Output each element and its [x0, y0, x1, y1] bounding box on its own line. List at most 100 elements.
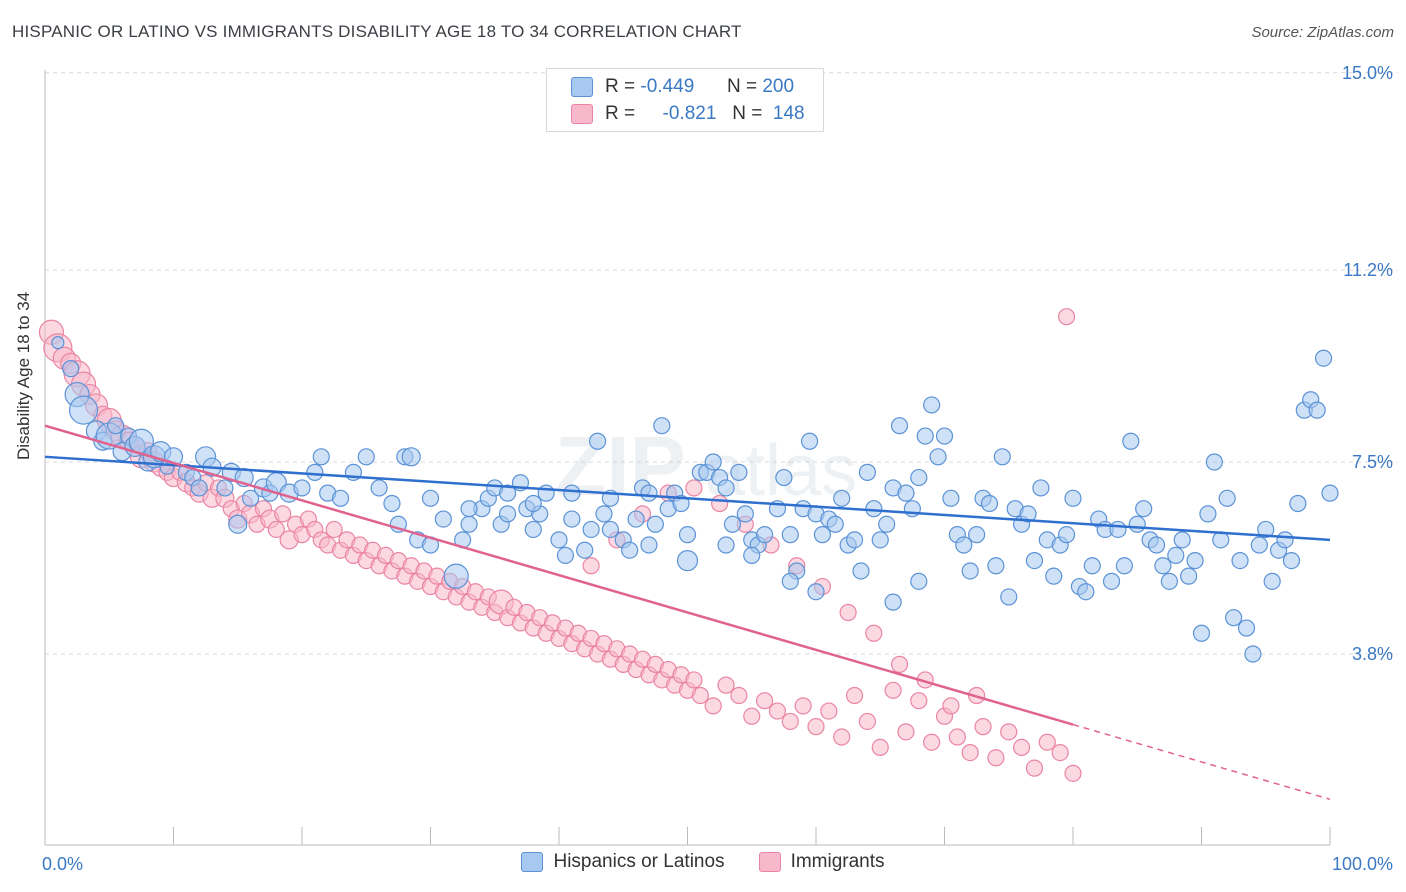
- data-point: [993, 448, 1011, 466]
- data-point: [588, 432, 607, 450]
- data-point: [845, 531, 864, 549]
- data-point: [1115, 557, 1134, 575]
- data-point: [563, 510, 581, 528]
- data-point: [743, 546, 761, 565]
- data-point: [685, 479, 703, 497]
- data-point: [1000, 588, 1018, 606]
- data-point: [833, 728, 851, 746]
- data-point: [974, 718, 992, 736]
- data-point: [935, 427, 954, 445]
- data-point: [524, 494, 542, 513]
- data-point: [1321, 484, 1339, 502]
- data-point: [1199, 505, 1217, 523]
- data-point: [890, 417, 909, 435]
- data-point: [434, 510, 452, 528]
- data-point: [890, 655, 909, 673]
- legend-item-hispanics[interactable]: Hispanics or Latinos: [521, 851, 725, 873]
- data-point: [676, 549, 699, 572]
- data-point: [1180, 567, 1198, 585]
- data-point: [980, 494, 999, 513]
- data-point: [576, 541, 594, 559]
- data-point: [781, 526, 799, 544]
- immigrants-trendline-extension: [1072, 723, 1331, 801]
- data-point: [794, 697, 812, 715]
- chart-title: HISPANIC OR LATINO VS IMMIGRANTS DISABIL…: [12, 22, 742, 41]
- data-point: [242, 489, 260, 507]
- data-point: [730, 463, 748, 481]
- data-point: [499, 484, 517, 502]
- data-point: [1057, 526, 1076, 544]
- axes: [44, 70, 1331, 846]
- data-point: [852, 562, 870, 580]
- source-label: Source: ZipAtlas.com: [1251, 24, 1394, 41]
- data-point: [1064, 489, 1082, 507]
- data-point: [1308, 401, 1326, 419]
- data-point: [800, 432, 819, 450]
- data-point: [499, 505, 517, 523]
- data-point: [1045, 567, 1063, 585]
- data-point: [550, 531, 568, 549]
- data-point: [923, 396, 941, 414]
- data-point: [556, 546, 575, 565]
- data-point: [1109, 520, 1127, 539]
- legend-r-value: -0.821: [662, 103, 717, 124]
- data-point: [228, 514, 248, 534]
- data-point: [582, 557, 600, 575]
- data-point: [68, 395, 99, 425]
- data-point: [781, 572, 799, 590]
- legend-label-hispanics: Hispanics or Latinos: [553, 851, 725, 872]
- data-point: [563, 484, 581, 502]
- y-tick-label: 11.2%: [1343, 260, 1393, 280]
- hispanics-trendline: [44, 455, 1331, 542]
- data-point: [1282, 551, 1301, 570]
- data-point: [595, 505, 613, 523]
- data-point: [1237, 619, 1256, 637]
- data-point: [1154, 557, 1172, 575]
- data-point: [942, 697, 960, 715]
- data-point: [878, 515, 896, 533]
- pink-swatch: [571, 104, 593, 124]
- y-axis-label: Disability Age 18 to 34: [14, 291, 33, 460]
- data-point: [1025, 759, 1044, 777]
- data-point: [865, 500, 883, 518]
- data-point: [813, 526, 832, 544]
- data-point: [582, 520, 600, 539]
- data-point: [820, 702, 838, 720]
- data-point: [267, 520, 285, 539]
- data-point: [1064, 764, 1082, 782]
- tick-labels: 3.8% 7.5% 11.2% 15.0% 0.0% 100.0%: [42, 63, 1393, 874]
- data-point: [807, 583, 825, 601]
- data-point: [736, 505, 754, 523]
- legend-item-immigrants[interactable]: Immigrants: [758, 851, 885, 873]
- legend-n-label: N =: [732, 103, 763, 124]
- legend-r-value: -0.449: [640, 76, 695, 97]
- data-point: [357, 448, 375, 466]
- data-point: [621, 541, 639, 559]
- data-point: [704, 453, 722, 471]
- data-point: [845, 686, 864, 705]
- data-point: [107, 417, 125, 435]
- data-point: [955, 536, 973, 554]
- data-point: [460, 500, 478, 518]
- data-point: [968, 526, 986, 544]
- data-point: [833, 489, 851, 507]
- data-point: [443, 563, 469, 589]
- data-point: [1205, 453, 1223, 471]
- data-point: [910, 692, 928, 710]
- legend-r-label: R =: [605, 103, 636, 124]
- data-point: [717, 536, 735, 554]
- data-point: [987, 749, 1005, 767]
- data-point: [370, 479, 388, 497]
- data-point: [1147, 536, 1166, 554]
- data-point: [897, 723, 915, 741]
- x-tick-label: 0.0%: [42, 854, 83, 874]
- data-point: [678, 526, 697, 544]
- legend-row-hispanics: R = -0.449 N = 200: [571, 74, 794, 100]
- data-point: [743, 707, 761, 725]
- data-point: [601, 520, 620, 539]
- data-point: [929, 448, 947, 466]
- data-point: [460, 515, 478, 533]
- data-point: [1019, 505, 1037, 523]
- data-point: [1276, 531, 1294, 549]
